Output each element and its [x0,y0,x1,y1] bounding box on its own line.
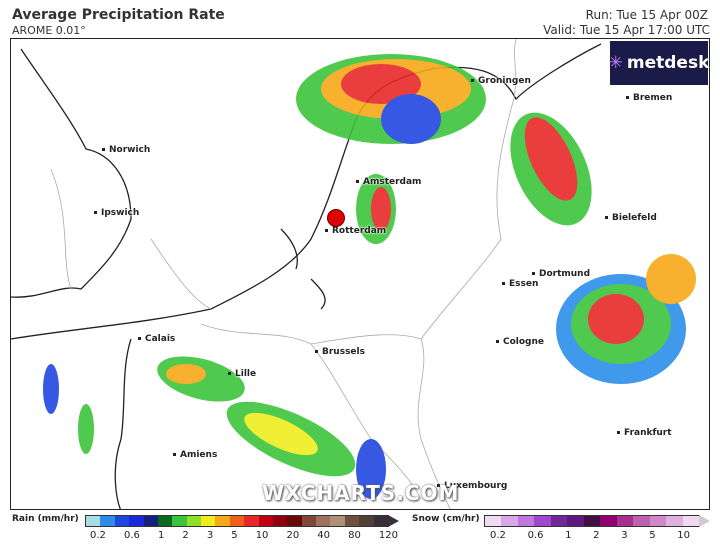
city-label: Calais [138,334,175,344]
color-swatch [567,516,584,526]
color-swatch [186,516,201,526]
color-swatch [633,516,650,526]
color-swatch [485,516,502,526]
city-label: Lille [228,369,256,379]
color-swatch [583,516,601,526]
star-icon: ✳ [608,53,623,73]
rain-color-scale [85,515,389,527]
color-swatch [201,516,216,526]
rain-legend-label: Rain (mm/hr) [12,514,79,524]
color-swatch [666,516,683,526]
city-label: Cologne [496,337,544,347]
color-swatch [501,516,518,526]
precipitation-map[interactable]: Norwich Ipswich Groningen Bremen Amsterd… [10,38,710,510]
color-swatch [616,516,634,526]
color-swatch [330,516,345,526]
run-time: Run: Tue 15 Apr 00Z [585,8,708,22]
color-swatch [649,516,667,526]
color-swatch [534,516,551,526]
color-swatch [129,516,144,526]
tick-label: 20 [286,530,300,541]
precipitation [43,54,696,499]
color-swatch [682,516,700,526]
color-swatch [359,516,374,526]
valid-time: Valid: Tue 15 Apr 17:00 UTC [543,23,710,37]
color-swatch [244,516,259,526]
city-label: Amiens [173,450,217,460]
color-swatch [215,516,230,526]
city-label: Bielefeld [605,213,657,223]
tick-label: 2 [593,530,600,541]
snow-color-scale [484,515,700,527]
color-swatch [316,516,331,526]
snow-legend-label: Snow (cm/hr) [412,514,480,524]
color-swatch [287,516,302,526]
tick-label: 0.6 [527,530,544,541]
city-label: Amsterdam [356,177,421,187]
tick-label: 0.6 [123,530,140,541]
city-label: Brussels [315,347,365,357]
tick-label: 80 [348,530,361,541]
color-swatch [157,516,173,526]
city-label: Bremen [626,93,672,103]
tick-label: 120 [378,530,398,541]
city-label: Norwich [102,145,150,155]
tick-label: 0.2 [490,530,506,541]
snow-ticks: 0.2 0.6 1 2 3 5 10 [490,530,690,541]
city-label: Essen [502,279,538,289]
tick-label: 1 [157,530,165,541]
tick-label: 0.2 [90,530,106,541]
tick-label: 10 [255,530,269,541]
tick-label: 3 [206,530,214,541]
tick-label: 5 [231,530,238,541]
rain-ticks: 0.2 0.6 1 2 3 5 10 20 40 80 120 [90,530,398,541]
tick-label: 1 [565,530,572,541]
color-swatch [517,516,535,526]
city-label: Luxembourg [437,481,507,491]
color-swatch [258,516,273,526]
location-marker[interactable] [327,209,345,227]
tick-label: 3 [621,530,628,541]
tick-label: 40 [317,530,331,541]
tick-label: 5 [649,530,656,541]
city-label: Rotterdam [325,226,386,236]
color-swatch [301,516,316,526]
color-swatch [86,516,101,526]
color-swatch [172,516,187,526]
color-swatch [143,516,158,526]
map-layer [11,39,696,509]
city-label: Ipswich [94,208,139,218]
logo-text: metdesk [626,53,710,73]
metdesk-logo: ✳ metdesk [608,41,710,85]
tick-label: 2 [182,530,189,541]
city-label: Dortmund [532,269,590,279]
color-swatch [550,516,568,526]
coastlines [11,43,602,509]
color-swatch [100,516,115,526]
chart-title: Average Precipitation Rate [12,7,225,23]
snow-scale-arrow [699,515,710,527]
watermark: WXCHARTS.COM [262,481,460,505]
color-swatch [373,516,388,526]
color-swatch [229,516,245,526]
color-swatch [344,516,360,526]
city-label: Groningen [471,76,531,86]
city-label: Frankfurt [617,428,672,438]
rain-scale-arrow [388,515,399,527]
model-name: AROME 0.01° [12,24,86,37]
color-swatch [272,516,288,526]
tick-label: 10 [677,530,690,541]
color-swatch [114,516,130,526]
color-swatch [600,516,617,526]
